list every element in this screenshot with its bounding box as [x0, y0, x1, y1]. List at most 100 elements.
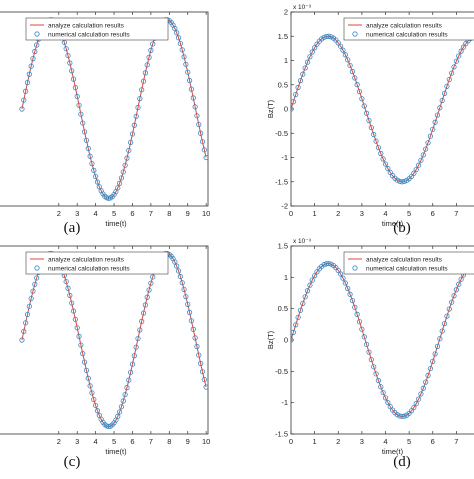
series-numerical-point	[34, 42, 40, 48]
series-numerical-point	[411, 404, 417, 411]
series-numerical-point	[78, 111, 84, 117]
series-numerical-point	[128, 139, 134, 145]
series-numerical-point	[335, 267, 341, 274]
series-numerical-point	[300, 71, 306, 77]
series-numerical-point	[453, 287, 459, 293]
series-numerical-point	[201, 376, 207, 383]
series-numerical-point	[415, 396, 422, 402]
legend-box	[25, 251, 169, 275]
y-axis-label: Bz(T)	[266, 330, 275, 349]
series-numerical-point	[295, 84, 301, 91]
series-numerical-point	[129, 361, 136, 367]
y-tick-label: 0.5	[278, 80, 288, 89]
series-numerical-point	[144, 294, 150, 300]
y-tick-label: 1	[284, 56, 288, 65]
series-numerical-point	[32, 48, 38, 55]
series-numerical-point	[26, 303, 32, 309]
y-tick-label: -1	[281, 398, 288, 407]
series-numerical-point	[115, 413, 121, 419]
x-tick-label: 8	[167, 209, 171, 218]
series-numerical-point	[87, 153, 93, 159]
series-numerical-point	[375, 377, 382, 384]
series-numerical-point	[144, 62, 150, 68]
x-tick-label: 5	[112, 209, 116, 218]
series-numerical-point	[19, 106, 25, 112]
series-numerical-point	[430, 358, 436, 364]
series-numerical-point	[418, 157, 424, 163]
x-tick-label: 4	[94, 209, 98, 218]
series-numerical-point	[340, 47, 346, 53]
series-numerical-point	[185, 69, 191, 75]
series-numerical-point	[93, 173, 99, 180]
series-numerical-point	[94, 179, 101, 185]
series-numerical-point	[83, 367, 90, 373]
series-numerical-point	[91, 167, 97, 173]
series-numerical-point	[312, 45, 318, 51]
series-numerical-point	[148, 280, 154, 286]
series-numerical-point	[399, 413, 405, 420]
panel-caption: (d)	[393, 454, 411, 470]
series-numerical-point	[291, 99, 296, 105]
series-numerical-point	[181, 54, 187, 60]
series-numerical-point	[122, 391, 128, 398]
series-numerical-point	[74, 93, 80, 100]
series-numerical-point	[172, 25, 178, 32]
x-tick-label: 4	[383, 437, 387, 446]
series-numerical-point	[183, 294, 189, 300]
legend: analyze calculation results numerical cal…	[25, 17, 169, 41]
series-numerical-point	[142, 70, 148, 76]
series-numerical-point	[413, 166, 419, 173]
series-numerical-point	[449, 299, 455, 305]
x-tick-label: 3	[360, 437, 364, 446]
series-numerical-point	[434, 112, 441, 118]
series-numerical-point	[24, 311, 31, 318]
series-numerical-point	[128, 369, 134, 375]
y-exponent-label: x 10⁻³	[293, 238, 312, 245]
series-numerical-point	[368, 356, 374, 363]
legend-entry: numerical calculation results	[48, 32, 130, 39]
series-numerical-point	[74, 325, 80, 331]
series-numerical-point	[122, 162, 128, 168]
series-numerical-point	[385, 399, 391, 406]
series-numerical-point	[126, 147, 132, 154]
x-axis-label: time(t)	[105, 447, 127, 456]
plot-frame	[290, 11, 474, 207]
series-numerical-point	[345, 285, 351, 291]
series-numerical-point	[361, 334, 367, 340]
series-numerical-point	[192, 104, 198, 110]
series-numerical-point	[304, 59, 311, 65]
series-numerical-point	[427, 133, 433, 139]
series-numerical-point	[115, 185, 121, 191]
series-numerical-point	[23, 320, 29, 326]
series-numerical-point	[85, 145, 91, 152]
series-numerical-point	[65, 52, 71, 59]
legend-marker-swatch	[352, 31, 358, 37]
series-numerical-point	[93, 402, 99, 409]
y-tick-label: -1.5	[275, 177, 288, 186]
panel-caption: (a)	[64, 220, 81, 236]
series-numerical-point	[427, 365, 433, 372]
legend-entry: numerical calculation results	[366, 32, 448, 39]
series-numerical-point	[349, 297, 356, 304]
legend-marker-swatch	[352, 265, 358, 271]
series-numerical-point	[382, 161, 389, 167]
series-group	[291, 260, 474, 420]
series-numerical-point	[423, 146, 429, 152]
series-numerical-point	[70, 308, 77, 314]
y-tick-label: 1.5	[278, 242, 288, 251]
series-numerical-point	[188, 86, 195, 92]
series-numerical-point	[69, 300, 75, 306]
series-numerical-point	[458, 48, 464, 54]
series-numerical-point	[116, 409, 123, 415]
x-tick-label: 4	[383, 209, 387, 218]
series-numerical-point	[420, 152, 426, 158]
series-numerical-point	[80, 351, 86, 357]
series-numerical-point	[307, 282, 313, 288]
legend-marker-swatch	[34, 31, 40, 37]
series-group	[291, 33, 474, 185]
legend-entry: analyze calculation results	[48, 257, 125, 264]
series-numerical-point	[24, 80, 31, 86]
series-numerical-point	[309, 49, 315, 55]
series-numerical-point	[371, 364, 377, 370]
